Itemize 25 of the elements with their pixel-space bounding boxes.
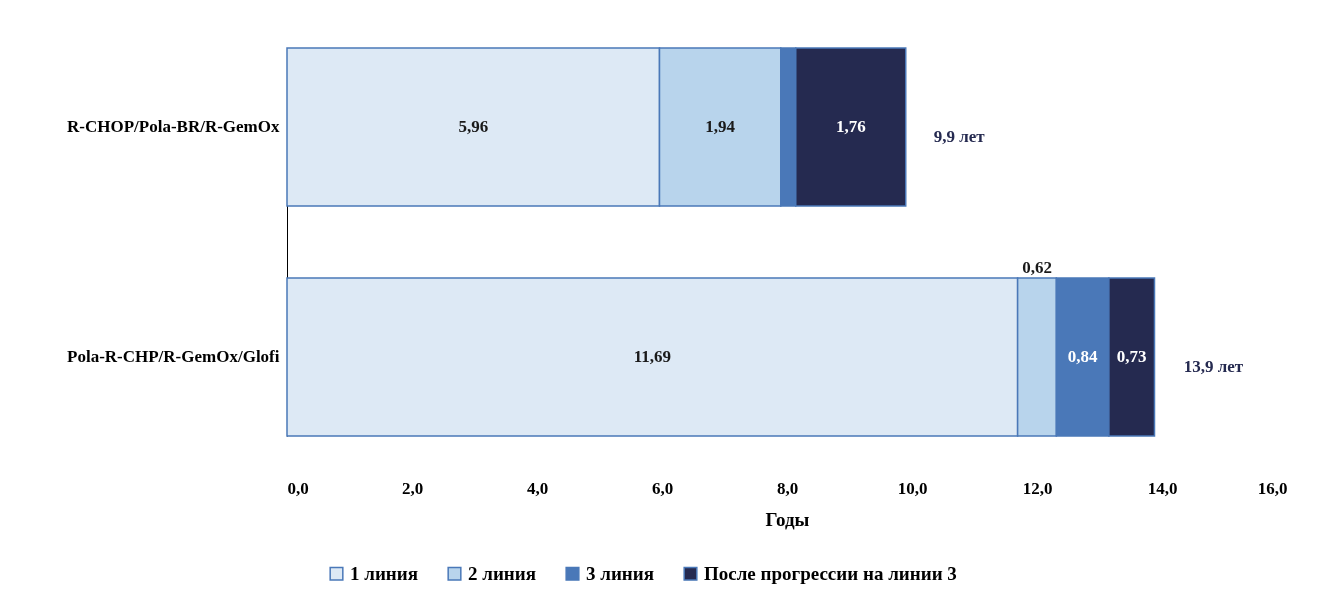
x-tick-label: 0,0 bbox=[287, 478, 309, 498]
data-label: 1,76 bbox=[835, 117, 866, 136]
data-label: 0,73 bbox=[1116, 347, 1147, 366]
y-tick-label: R-CHOP/Pola-BR/R-GemOx bbox=[67, 117, 280, 136]
data-label: 11,69 bbox=[633, 347, 671, 366]
legend-label: 3 линия bbox=[586, 562, 655, 584]
legend-label: После прогрессии на линии 3 bbox=[704, 562, 957, 584]
x-tick-label: 16,0 bbox=[1257, 478, 1288, 498]
annotation: 9,9 лет bbox=[933, 127, 986, 146]
x-tick-label: 14,0 bbox=[1147, 478, 1178, 498]
x-tick-label: 10,0 bbox=[897, 478, 928, 498]
annotation: 13,9 лет bbox=[1183, 357, 1244, 376]
x-axis-title: Годы bbox=[765, 508, 810, 530]
data-label: 0,62 bbox=[1022, 258, 1052, 277]
legend-label: 1 линия bbox=[350, 562, 419, 584]
y-tick-label: Pola-R-CHP/R-GemOx/Glofi bbox=[67, 347, 280, 366]
x-tick-label: 12,0 bbox=[1022, 478, 1053, 498]
data-label: 0,84 bbox=[1067, 347, 1098, 366]
x-tick-label: 6,0 bbox=[651, 478, 674, 498]
data-label: 1,94 bbox=[705, 117, 736, 136]
x-tick-label: 2,0 bbox=[401, 478, 424, 498]
legend-label: 2 линия bbox=[468, 562, 537, 584]
data-label: 5,96 bbox=[458, 117, 489, 136]
x-tick-label: 4,0 bbox=[526, 478, 549, 498]
x-tick-label: 8,0 bbox=[776, 478, 799, 498]
